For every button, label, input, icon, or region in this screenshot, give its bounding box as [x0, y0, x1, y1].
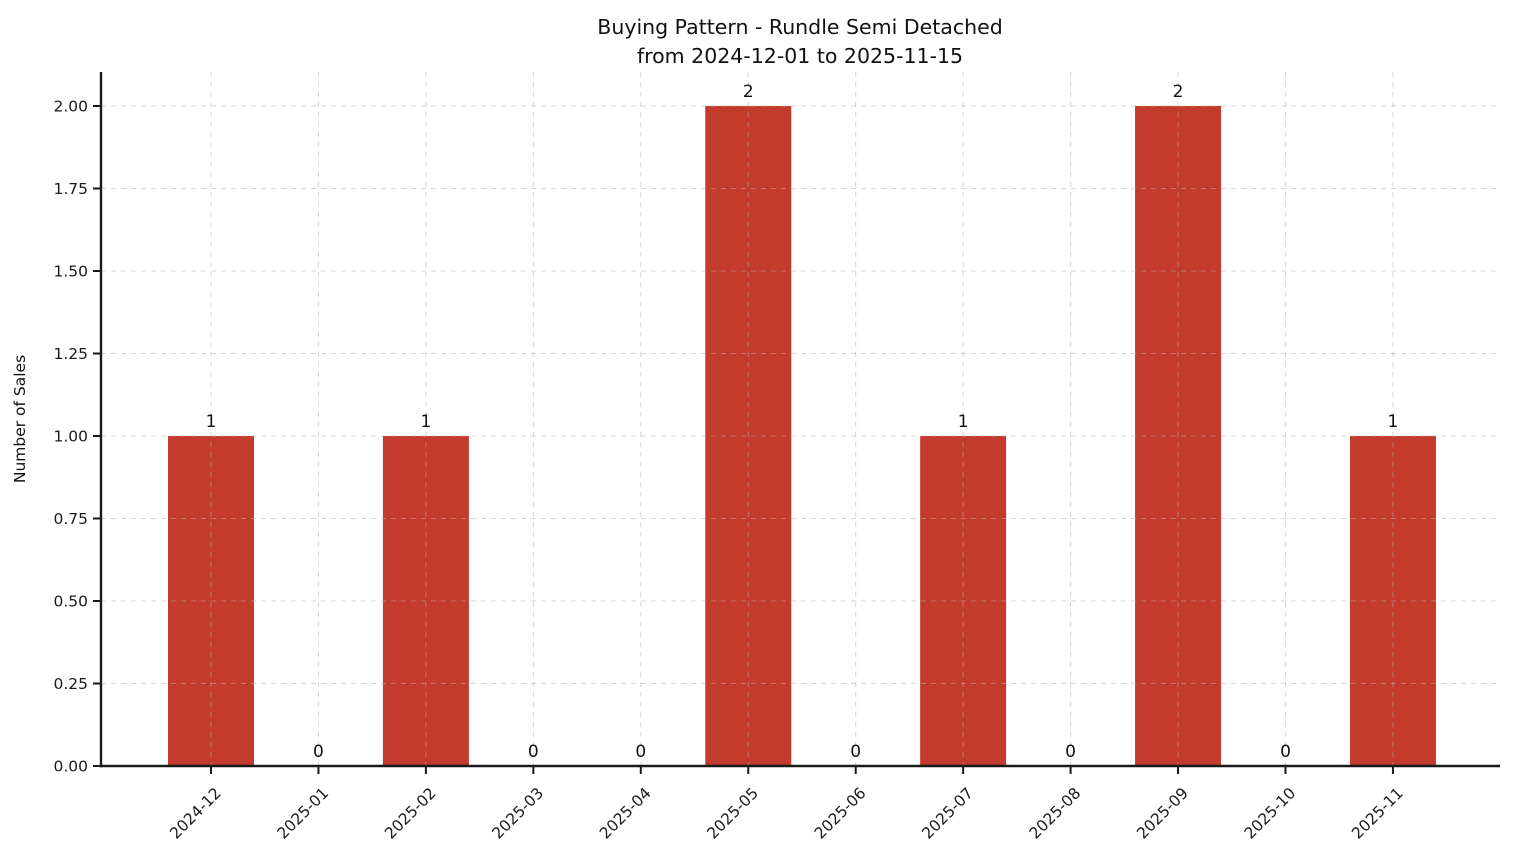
bar-value-label: 0	[1280, 742, 1291, 762]
x-tick-label: 2025-05	[704, 784, 763, 843]
y-tick-label: 0.25	[53, 675, 88, 693]
x-tick-label: 2025-09	[1133, 784, 1192, 843]
y-tick-label: 0.75	[53, 510, 88, 528]
tick-marks	[93, 105, 1394, 774]
bar-value-label: 0	[528, 742, 539, 762]
bar-value-label: 1	[1388, 412, 1399, 432]
chart-title-line1: Buying Pattern - Rundle Semi Detached	[597, 15, 1002, 39]
bar-value-label: 2	[1173, 82, 1184, 102]
x-tick-label: 2024-12	[166, 784, 225, 843]
x-tick-labels: 2024-12 2025-01 2025-02 2025-03 2025-04 2025-…	[166, 784, 1406, 843]
y-axis-label: Number of Sales	[11, 355, 29, 483]
y-tick-label: 1.50	[53, 263, 88, 281]
y-tick-label: 2.00	[53, 98, 88, 116]
chart-title-line2: from 2024-12-01 to 2025-11-15	[637, 44, 963, 68]
x-tick-label: 2025-06	[811, 784, 870, 843]
x-tick-label: 2025-11	[1348, 784, 1407, 843]
x-tick-label: 2025-01	[274, 784, 333, 843]
y-tick-label: 1.00	[53, 428, 88, 446]
bar-value-label: 0	[635, 742, 646, 762]
x-tick-label: 2025-10	[1241, 784, 1300, 843]
x-tick-label: 2025-03	[489, 784, 548, 843]
grid-horizontal	[101, 105, 1500, 767]
bar-value-labels: 1 0 1 0 0 2 0 1 0 2 0 1	[206, 82, 1399, 762]
y-tick-label: 1.75	[53, 180, 88, 198]
bar-value-label: 0	[850, 742, 861, 762]
axis-spines	[99, 72, 1500, 768]
x-tick-label: 2025-04	[596, 784, 655, 843]
x-tick-label: 2025-08	[1026, 784, 1085, 843]
y-tick-label: 0.00	[53, 758, 88, 776]
bar-value-label: 1	[420, 412, 431, 432]
y-tick-label: 0.50	[53, 593, 88, 611]
bar-value-label: 1	[206, 412, 217, 432]
y-tick-label: 1.25	[53, 345, 88, 363]
bar-value-label: 2	[743, 82, 754, 102]
bar-value-label: 1	[958, 412, 969, 432]
x-tick-label: 2025-02	[381, 784, 440, 843]
x-tick-label: 2025-07	[918, 784, 977, 843]
bar-value-label: 0	[313, 742, 324, 762]
bar-value-label: 0	[1065, 742, 1076, 762]
y-tick-labels: 0.00 0.25 0.50 0.75 1.00 1.25 1.50 1.75 2.00	[53, 98, 88, 776]
